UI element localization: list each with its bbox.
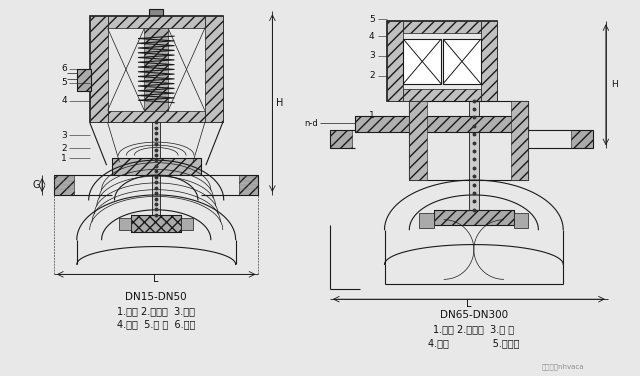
Text: 2: 2: [369, 71, 374, 80]
Text: 4: 4: [61, 96, 67, 105]
Bar: [513, 213, 529, 228]
Text: 6: 6: [61, 64, 67, 73]
Bar: [355, 115, 529, 132]
Text: 1: 1: [369, 111, 374, 120]
Text: DN65-DN300: DN65-DN300: [440, 310, 508, 320]
Bar: [355, 115, 529, 132]
Bar: [410, 101, 529, 180]
Text: 3: 3: [61, 131, 67, 140]
Bar: [387, 21, 497, 101]
Bar: [443, 39, 481, 84]
Bar: [90, 16, 108, 123]
Bar: [181, 218, 193, 230]
Text: G: G: [33, 180, 40, 190]
Text: L: L: [466, 299, 472, 309]
Bar: [54, 175, 74, 195]
Bar: [419, 213, 434, 228]
Bar: [571, 130, 593, 148]
Bar: [511, 101, 529, 180]
Text: 1: 1: [61, 154, 67, 163]
Text: 1.阀体 2.阀塞组  3.弹簧: 1.阀体 2.阀塞组 3.弹簧: [117, 306, 195, 316]
Bar: [77, 69, 91, 91]
Text: 微信号：nhvaca: 微信号：nhvaca: [542, 363, 584, 370]
Bar: [403, 39, 441, 84]
Text: 5: 5: [369, 15, 374, 24]
Bar: [108, 111, 205, 123]
Bar: [131, 215, 181, 232]
Text: 4: 4: [369, 32, 374, 41]
Text: 5: 5: [61, 78, 67, 87]
Bar: [239, 175, 259, 195]
Text: H: H: [276, 98, 284, 108]
Bar: [144, 28, 168, 111]
Text: H: H: [611, 80, 618, 89]
Text: 1.阀体 2.阀塞组  3.弹 簧: 1.阀体 2.阀塞组 3.弹 簧: [433, 324, 515, 334]
Bar: [481, 21, 497, 101]
Bar: [469, 101, 479, 210]
Bar: [152, 123, 160, 215]
Bar: [205, 16, 223, 123]
Text: DN15-DN50: DN15-DN50: [125, 292, 187, 302]
Bar: [403, 89, 481, 101]
Bar: [120, 218, 131, 230]
Bar: [111, 158, 201, 175]
Bar: [330, 130, 352, 148]
Bar: [108, 16, 205, 28]
Text: 3: 3: [369, 52, 374, 61]
Text: L: L: [154, 274, 159, 284]
Bar: [90, 16, 223, 123]
Text: 4.阀盖  5.铁 芯  6.线圈: 4.阀盖 5.铁 芯 6.线圈: [117, 319, 195, 329]
Text: 4.阀盖              5.电磁铁: 4.阀盖 5.电磁铁: [428, 338, 520, 348]
Bar: [77, 69, 91, 91]
Bar: [403, 21, 481, 33]
Bar: [410, 101, 428, 180]
Bar: [434, 210, 513, 225]
Bar: [434, 210, 513, 225]
Bar: [131, 215, 181, 232]
Bar: [111, 158, 201, 175]
Text: n-d: n-d: [304, 119, 318, 128]
Text: 2: 2: [61, 144, 67, 153]
Bar: [387, 21, 403, 101]
Bar: [149, 9, 163, 17]
